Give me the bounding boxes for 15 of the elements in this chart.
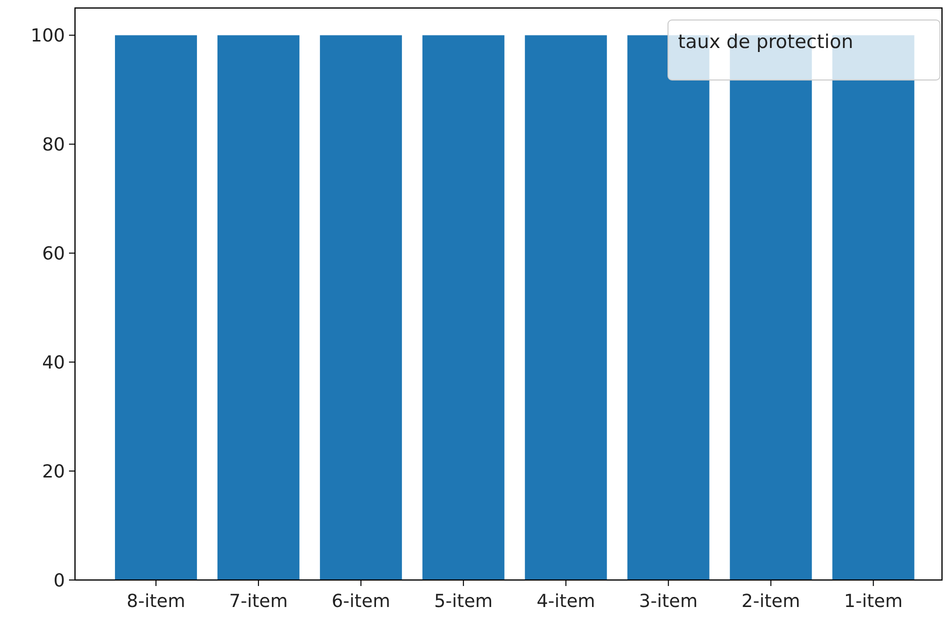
y-tick-label: 40 [42,352,65,374]
x-tick-label: 1-item [844,591,903,612]
x-tick-label: 5-item [434,591,493,612]
x-tick-label: 2-item [742,591,800,612]
x-tick-label: 7-item [229,591,288,612]
y-tick-label: 0 [54,570,65,592]
x-tick-label: 8-item [126,591,186,612]
x-tick-label: 3-item [639,591,698,612]
x-tick-label: 4-item [536,591,596,612]
x-tick-label: 6-item [332,591,390,612]
y-tick-label: 60 [42,243,65,264]
y-tick-label: 80 [42,134,65,156]
y-tick-label: 20 [42,461,65,482]
y-tick-label: 100 [30,26,65,47]
legend-title: taux de protection [678,31,854,53]
